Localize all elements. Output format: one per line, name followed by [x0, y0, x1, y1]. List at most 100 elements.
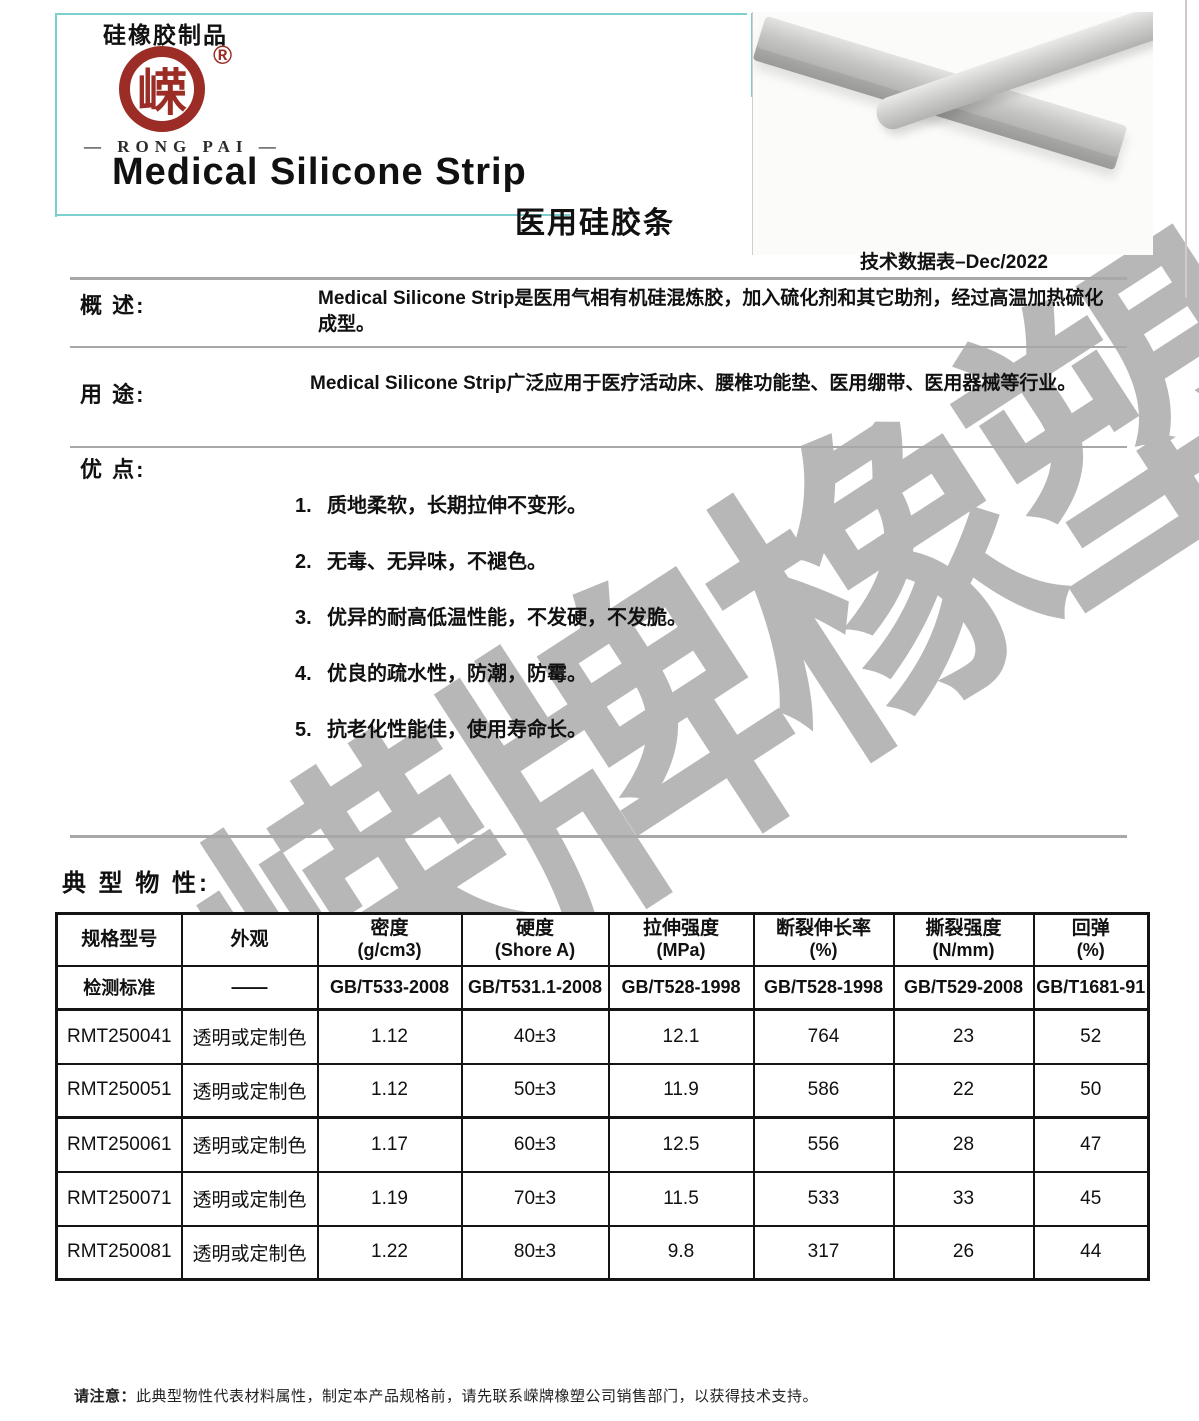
product-title-en: Medical Silicone Strip — [112, 151, 527, 193]
spec-value-cell: 586 — [752, 1062, 895, 1119]
logo-character: 嵘 — [137, 65, 187, 121]
spec-row: RMT250081 透明或定制色 1.22 80±3 9.8 317 26 44 — [55, 1224, 1150, 1281]
advantage-number: 3. — [295, 607, 312, 629]
spec-value-cell: 透明或定制色 — [180, 1224, 319, 1281]
company-logo-icon: 嵘 — [119, 46, 205, 132]
column-header: 外观 — [180, 912, 319, 967]
properties-label: 典 型 物 性: — [62, 870, 210, 897]
spec-value-cell: 23 — [892, 1008, 1035, 1065]
spec-value-cell: 1.12 — [316, 1062, 463, 1119]
spec-value-cell: 33 — [892, 1170, 1035, 1227]
divider-properties — [70, 835, 1127, 838]
spec-model-cell: RMT250041 — [55, 1008, 183, 1065]
table-header-row: 规格型号 外观 密度 (g/cm3) 硬度 (Shore A) 拉伸强度 (MPa) 断裂伸长率… — [55, 912, 1150, 967]
brand-romanization: — RONG PAI — — [84, 137, 282, 156]
advantage-text: 无毒、无异味，不褪色。 — [327, 551, 547, 573]
registered-trademark-icon: ® — [213, 40, 233, 70]
column-header: 规格型号 — [55, 912, 183, 967]
spec-value-cell: 60±3 — [460, 1116, 610, 1173]
standards-cell: GB/T531.1-2008 — [460, 964, 610, 1011]
spec-model-cell: RMT250061 — [55, 1116, 183, 1173]
advantage-text: 抗老化性能佳，使用寿命长。 — [327, 719, 587, 741]
advantage-item: 2. 无毒、无异味，不褪色。 — [295, 545, 547, 574]
spec-value-cell: 50±3 — [460, 1062, 610, 1119]
overview-body: Medical Silicone Strip是医用气相有机硅混炼胶，加入硫化剂和… — [318, 288, 1104, 336]
spec-value-cell: 1.12 — [316, 1008, 463, 1065]
spec-value-cell: 533 — [752, 1170, 895, 1227]
note-prefix: 请注意： — [74, 1388, 137, 1405]
note-body: 此典型物性代表材料属性，制定本产品规格前，请先联系嵘牌橡塑公司销售部门，以获得技… — [136, 1388, 819, 1405]
sheet-label-text: 技术数据表– — [860, 252, 966, 273]
spec-value-cell: 50 — [1032, 1062, 1150, 1119]
brand-frame-bottom-line — [55, 214, 570, 216]
spec-value-cell: 44 — [1032, 1224, 1150, 1281]
spec-value-cell: 764 — [752, 1008, 895, 1065]
spec-value-cell: 11.5 — [607, 1170, 755, 1227]
advantages-label: 优 点: — [80, 457, 146, 482]
advantage-number: 4. — [295, 663, 312, 685]
advantage-text: 质地柔软，长期拉伸不变形。 — [327, 495, 587, 517]
advantage-item: 1. 质地柔软，长期拉伸不变形。 — [295, 489, 587, 518]
column-header: 断裂伸长率 (%) — [752, 912, 895, 967]
spec-value-cell: 28 — [892, 1116, 1035, 1173]
page-edge-line — [1185, 0, 1187, 298]
spec-value-cell: 11.9 — [607, 1062, 755, 1119]
overview-label: 概 述: — [80, 293, 146, 318]
standards-cell: 检测标准 — [55, 964, 183, 1011]
advantage-number: 5. — [295, 719, 312, 741]
advantage-item: 4. 优良的疏水性，防潮，防霉。 — [295, 657, 587, 686]
product-title-cn: 医用硅胶条 — [515, 207, 675, 240]
usage-label: 用 途: — [80, 382, 146, 407]
standards-cell: GB/T1681-91 — [1032, 964, 1150, 1011]
product-photo — [752, 12, 1153, 255]
divider-usage — [70, 346, 1127, 348]
spec-value-cell: 透明或定制色 — [180, 1008, 319, 1065]
spec-value-cell: 40±3 — [460, 1008, 610, 1065]
spec-value-cell: 透明或定制色 — [180, 1170, 319, 1227]
sheet-date: Dec/2022 — [965, 252, 1048, 273]
properties-table: 规格型号 外观 密度 (g/cm3) 硬度 (Shore A) 拉伸强度 (MPa) 断裂伸长率… — [55, 912, 1150, 1281]
spec-value-cell: 47 — [1032, 1116, 1150, 1173]
advantage-text: 优异的耐高低温性能，不发硬，不发脆。 — [327, 607, 687, 629]
spec-model-cell: RMT250081 — [55, 1224, 183, 1281]
advantage-item: 3. 优异的耐高低温性能，不发硬，不发脆。 — [295, 601, 687, 630]
column-header: 撕裂强度 (N/mm) — [892, 912, 1035, 967]
spec-row: RMT250061 透明或定制色 1.17 60±3 12.5 556 28 47 — [55, 1116, 1150, 1173]
column-header: 回弹 (%) — [1032, 912, 1150, 967]
spec-value-cell: 317 — [752, 1224, 895, 1281]
footer-note: 请注意：此典型物性代表材料属性，制定本产品规格前，请先联系嵘牌橡塑公司销售部门，… — [74, 1385, 818, 1406]
table-body: 规格型号 外观 密度 (g/cm3) 硬度 (Shore A) 拉伸强度 (MPa) 断裂伸长率… — [55, 912, 1150, 1281]
advantage-text: 优良的疏水性，防潮，防霉。 — [327, 663, 587, 685]
standards-cell: GB/T533-2008 — [316, 964, 463, 1011]
advantage-item: 5. 抗老化性能佳，使用寿命长。 — [295, 713, 587, 742]
standards-cell: GB/T528-1998 — [607, 964, 755, 1011]
spec-value-cell: 透明或定制色 — [180, 1062, 319, 1119]
brand-frame — [55, 13, 747, 217]
spec-value-cell: 1.22 — [316, 1224, 463, 1281]
column-header: 硬度 (Shore A) — [460, 912, 610, 967]
spec-value-cell: 26 — [892, 1224, 1035, 1281]
spec-value-cell: 556 — [752, 1116, 895, 1173]
spec-row: RMT250051 透明或定制色 1.12 50±3 11.9 586 22 50 — [55, 1062, 1150, 1119]
spec-value-cell: 52 — [1032, 1008, 1150, 1065]
sheet-label: 技术数据表–Dec/2022 — [860, 247, 1048, 274]
spec-row: RMT250041 透明或定制色 1.12 40±3 12.1 764 23 52 — [55, 1008, 1150, 1065]
spec-row: RMT250071 透明或定制色 1.19 70±3 11.5 533 33 45 — [55, 1170, 1150, 1227]
spec-value-cell: 22 — [892, 1062, 1035, 1119]
standards-cell: —— — [180, 964, 319, 1011]
spec-value-cell: 12.5 — [607, 1116, 755, 1173]
brand-category-text: 硅橡胶制品 — [103, 22, 228, 48]
divider-advantages — [70, 446, 1127, 448]
spec-value-cell: 12.1 — [607, 1008, 755, 1065]
spec-value-cell: 80±3 — [460, 1224, 610, 1281]
spec-value-cell: 透明或定制色 — [180, 1116, 319, 1173]
properties-table-wrap: 规格型号 外观 密度 (g/cm3) 硬度 (Shore A) 拉伸强度 (MPa) 断裂伸长率… — [55, 912, 1150, 1281]
spec-value-cell: 1.19 — [316, 1170, 463, 1227]
spec-value-cell: 1.17 — [316, 1116, 463, 1173]
advantage-number: 1. — [295, 495, 312, 517]
standards-cell: GB/T529-2008 — [892, 964, 1035, 1011]
standards-cell: GB/T528-1998 — [752, 964, 895, 1011]
standards-row: 检测标准 —— GB/T533-2008 GB/T531.1-2008 GB/T528-… — [55, 964, 1150, 1011]
spec-value-cell: 9.8 — [607, 1224, 755, 1281]
